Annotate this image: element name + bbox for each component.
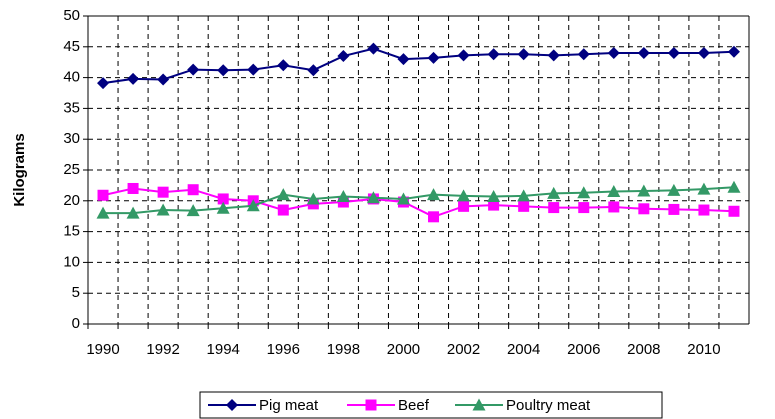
y-tick-label: 50 — [63, 7, 80, 24]
y-tick-label: 40 — [63, 69, 80, 86]
data-point — [187, 184, 199, 196]
x-tick-label: 2006 — [567, 341, 600, 358]
data-point — [156, 203, 170, 216]
y-tick-label: 5 — [72, 284, 80, 301]
data-point — [126, 206, 140, 219]
x-tick-label: 1992 — [146, 341, 179, 358]
data-point — [518, 200, 530, 212]
legend-marker — [472, 398, 486, 411]
data-point — [97, 189, 109, 201]
data-point — [667, 46, 680, 59]
data-point — [577, 48, 590, 61]
data-point — [127, 182, 139, 194]
data-point — [366, 191, 380, 204]
data-point — [157, 186, 169, 198]
data-point — [216, 201, 230, 214]
data-point — [728, 205, 740, 217]
legend-label: Pig meat — [259, 397, 319, 414]
x-tick-label: 1996 — [267, 341, 300, 358]
x-tick-label: 2004 — [507, 341, 540, 358]
data-point — [427, 188, 441, 201]
data-point — [487, 189, 501, 202]
y-tick-label: 15 — [63, 223, 80, 240]
data-point — [457, 49, 470, 62]
data-point — [637, 46, 650, 59]
data-point — [97, 77, 110, 90]
data-point — [428, 211, 440, 223]
data-point — [276, 188, 290, 201]
data-point — [697, 46, 710, 59]
legend-box — [199, 391, 663, 419]
data-point — [277, 59, 290, 72]
data-point — [127, 72, 140, 85]
data-point — [608, 201, 620, 213]
y-tick-label: 25 — [63, 161, 80, 178]
data-point — [186, 204, 200, 217]
x-tick-label: 2008 — [627, 341, 660, 358]
legend-label: Poultry meat — [506, 397, 591, 414]
data-point — [397, 53, 410, 66]
x-tick-label: 1990 — [86, 341, 119, 358]
data-point — [607, 46, 620, 59]
x-tick-label: 1994 — [207, 341, 240, 358]
data-point — [487, 48, 500, 61]
data-point — [517, 48, 530, 61]
y-tick-label: 45 — [63, 38, 80, 55]
data-point — [277, 204, 289, 216]
data-point — [157, 73, 170, 86]
data-point — [337, 196, 349, 208]
data-point — [337, 50, 350, 63]
data-point — [577, 186, 591, 199]
data-point — [247, 63, 260, 76]
data-point — [547, 49, 560, 62]
data-point — [698, 204, 710, 216]
data-point — [607, 185, 621, 198]
data-point — [96, 206, 110, 219]
y-tick-label: 10 — [63, 253, 80, 270]
data-point — [457, 189, 471, 202]
data-point — [697, 182, 711, 195]
data-point — [668, 203, 680, 215]
data-point — [517, 189, 531, 202]
legend-marker — [226, 399, 238, 411]
x-tick-label: 2010 — [687, 341, 720, 358]
data-point — [367, 42, 380, 55]
data-point — [667, 183, 681, 196]
data-point — [307, 64, 320, 77]
y-tick-label: 20 — [63, 192, 80, 209]
legend-label: Beef — [398, 397, 430, 414]
legend-marker — [365, 399, 377, 411]
data-point — [458, 200, 470, 212]
series-line — [102, 47, 735, 85]
x-tick-label: 2002 — [447, 341, 480, 358]
x-tick-label: 2000 — [387, 341, 420, 358]
x-tick-label: 1998 — [327, 341, 360, 358]
data-point — [727, 45, 740, 58]
y-tick-label: 30 — [63, 130, 80, 147]
data-point — [217, 64, 230, 77]
y-tick-label: 35 — [63, 99, 80, 116]
data-point — [727, 180, 741, 193]
data-point — [306, 192, 320, 205]
data-point — [336, 189, 350, 202]
data-point — [548, 202, 560, 214]
data-point — [246, 199, 260, 212]
data-point — [488, 199, 500, 211]
data-point — [637, 184, 651, 197]
data-point — [578, 202, 590, 214]
data-point — [217, 193, 229, 205]
series-line — [102, 187, 735, 218]
y-tick-label: 0 — [72, 315, 80, 332]
data-point — [638, 203, 650, 215]
data-point — [187, 63, 200, 76]
data-point — [427, 51, 440, 64]
y-axis-label: Kilograms — [11, 133, 28, 206]
data-point — [547, 186, 561, 199]
data-point — [396, 192, 410, 205]
series-line — [103, 186, 735, 215]
